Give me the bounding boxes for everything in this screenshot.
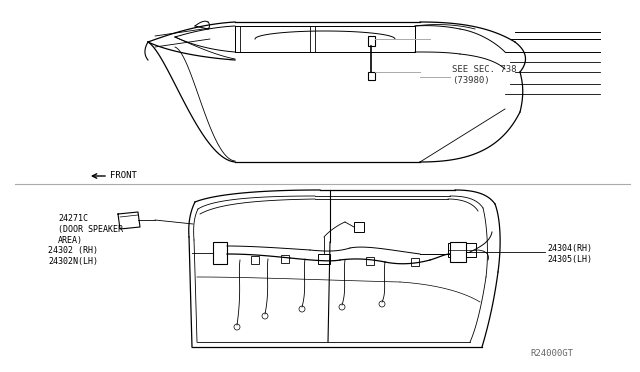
Circle shape bbox=[234, 324, 240, 330]
Bar bbox=[251, 256, 259, 264]
Bar bbox=[213, 242, 227, 264]
Text: 24271C
(DOOR SPEAKER
AREA): 24271C (DOOR SPEAKER AREA) bbox=[58, 214, 123, 245]
Circle shape bbox=[299, 306, 305, 312]
Circle shape bbox=[339, 304, 345, 310]
Bar bbox=[450, 242, 466, 262]
Bar bbox=[411, 258, 419, 266]
Text: R24000GT: R24000GT bbox=[530, 350, 573, 359]
Circle shape bbox=[379, 301, 385, 307]
Circle shape bbox=[262, 313, 268, 319]
Bar bbox=[354, 222, 364, 232]
Bar bbox=[366, 257, 374, 265]
Bar bbox=[281, 255, 289, 263]
Bar bbox=[368, 36, 375, 46]
Text: 24302 (RH)
24302N(LH): 24302 (RH) 24302N(LH) bbox=[48, 246, 98, 266]
Text: FRONT: FRONT bbox=[110, 171, 137, 180]
Bar bbox=[368, 72, 375, 80]
Bar bbox=[318, 254, 330, 264]
Text: SEE SEC. 738
(73980): SEE SEC. 738 (73980) bbox=[452, 65, 516, 85]
Text: 24304(RH)
24305(LH): 24304(RH) 24305(LH) bbox=[547, 244, 592, 264]
Bar bbox=[448, 243, 476, 257]
